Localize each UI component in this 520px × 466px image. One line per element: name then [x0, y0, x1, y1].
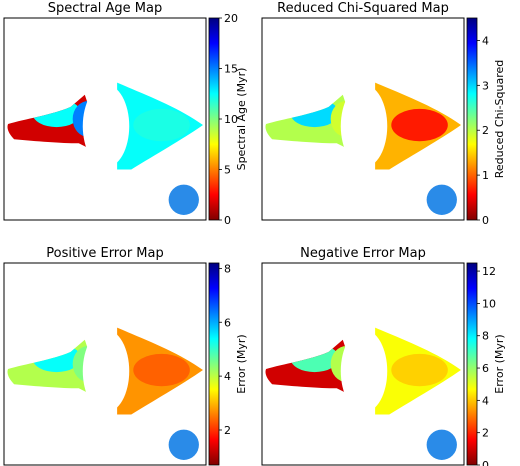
colorbar-tick-label: 2 [482, 124, 489, 137]
core-mask [340, 329, 388, 413]
colorbar-label: Error (Myr) [493, 334, 506, 393]
right-lobe-region [133, 353, 190, 387]
beam-marker [168, 184, 199, 215]
colorbar [208, 17, 220, 221]
colorbar-tick-label: 6 [224, 316, 231, 329]
colorbar-label: Error (Myr) [235, 334, 248, 393]
chart-title: Positive Error Map [46, 246, 164, 261]
colorbar-tick-label: 15 [224, 63, 238, 76]
chart-panel: Spectral Age Map 0 5 10 15 20 Spectral Age (My… [3, 1, 248, 227]
colorbar-label: Spectral Age (Myr) [235, 68, 248, 171]
colorbar-tick-label: 4 [482, 394, 489, 407]
colorbar-tick-label: 2 [224, 424, 231, 437]
colorbar-tick-label: 10 [482, 297, 496, 310]
colorbar-tick-label: 10 [224, 113, 238, 126]
chart-panel: Negative Error Map 0 2 4 6 8 10 12 Error (Myr) [261, 246, 506, 466]
colorbar-tick-label: 8 [224, 262, 231, 275]
beam-marker [168, 429, 199, 460]
right-lobe-region [391, 353, 448, 387]
plot-frame [3, 17, 207, 221]
colorbar [466, 17, 478, 221]
colorbar-tick-label: 0 [482, 214, 489, 227]
plot-frame [261, 17, 465, 221]
colorbar-tick-label: 1 [482, 169, 489, 182]
colorbar-tick-label: 8 [482, 330, 489, 343]
chart-title: Reduced Chi-Squared Map [277, 1, 449, 16]
core-mask [340, 84, 388, 168]
colorbar-label: Reduced Chi-Squared [493, 60, 506, 179]
colorbar [466, 262, 478, 466]
beam-marker [426, 184, 457, 215]
chart-title: Negative Error Map [300, 246, 426, 261]
core-mask [82, 84, 130, 168]
colorbar-tick-label: 4 [224, 370, 231, 383]
colorbar-tick-label: 6 [482, 362, 489, 375]
colorbar [208, 262, 220, 466]
plot-frame [3, 262, 207, 466]
colorbar-tick-label: 20 [224, 12, 238, 25]
colorbar-tick-label: 3 [482, 79, 489, 92]
colorbar-tick-label: 0 [482, 459, 489, 466]
colorbar-tick-label: 2 [482, 427, 489, 440]
colorbar-tick-label: 12 [482, 265, 496, 278]
colorbar-tick-label: 0 [224, 214, 231, 227]
chart-title: Spectral Age Map [48, 1, 163, 16]
right-lobe-region [133, 108, 190, 142]
plot-frame [261, 262, 465, 466]
chart-panel: Reduced Chi-Squared Map 0 1 2 3 4 Reduced Chi-… [261, 1, 506, 227]
beam-marker [426, 429, 457, 460]
chart-panel: Positive Error Map 2 4 6 8 Error (Myr) [3, 246, 248, 466]
colorbar-tick-label: 4 [482, 34, 489, 47]
colorbar-tick-label: 5 [224, 164, 231, 177]
core-mask [82, 329, 130, 413]
right-lobe-region [391, 108, 448, 142]
